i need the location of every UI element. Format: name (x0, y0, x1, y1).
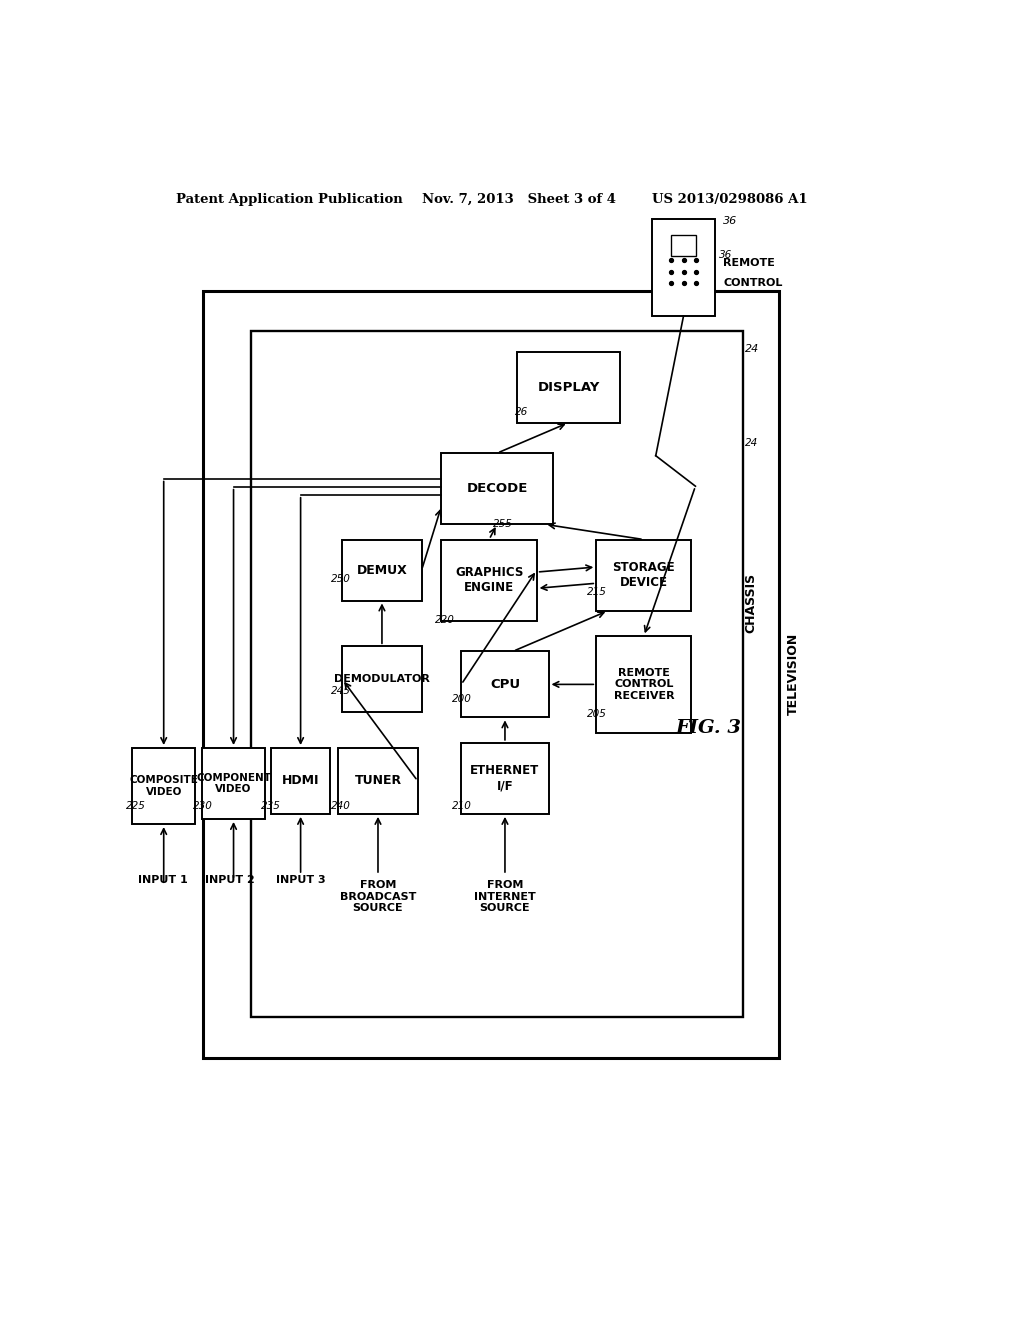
Bar (251, 331, 743, 1018)
Bar (204, 290, 778, 1057)
Bar (517, 351, 621, 422)
Text: 36: 36 (723, 216, 737, 227)
Bar (672, 235, 695, 256)
Text: 240: 240 (331, 801, 351, 810)
Text: 24: 24 (745, 343, 760, 354)
Bar (596, 540, 691, 611)
Text: HDMI: HDMI (282, 775, 319, 788)
Text: Patent Application Publication: Patent Application Publication (176, 193, 402, 206)
Text: REMOTE
CONTROL
RECEIVER: REMOTE CONTROL RECEIVER (613, 668, 674, 701)
Text: COMPONENT
VIDEO: COMPONENT VIDEO (196, 772, 271, 795)
Bar (441, 453, 553, 524)
Bar (342, 647, 422, 713)
Text: DEMUX: DEMUX (356, 564, 408, 577)
Bar (461, 743, 549, 814)
Text: COMPOSITE
VIDEO: COMPOSITE VIDEO (129, 775, 199, 797)
Text: 210: 210 (452, 801, 472, 810)
Bar (132, 748, 196, 824)
Text: 24: 24 (745, 438, 759, 447)
Text: ETHERNET
I/F: ETHERNET I/F (470, 764, 540, 792)
Text: CONTROL: CONTROL (723, 279, 782, 288)
Text: FROM
BROADCAST
SOURCE: FROM BROADCAST SOURCE (340, 880, 416, 913)
Text: 250: 250 (331, 574, 351, 585)
Text: 26: 26 (514, 407, 527, 417)
Text: STORAGE
DEVICE: STORAGE DEVICE (612, 561, 675, 589)
Text: INPUT 1: INPUT 1 (138, 875, 187, 884)
Text: 36: 36 (719, 249, 732, 260)
Text: 245: 245 (331, 686, 351, 696)
Text: 220: 220 (435, 615, 455, 624)
Text: DISPLAY: DISPLAY (538, 380, 600, 393)
Text: GRAPHICS
ENGINE: GRAPHICS ENGINE (455, 566, 523, 594)
Text: TUNER: TUNER (354, 775, 401, 788)
Text: FIG. 3: FIG. 3 (676, 718, 741, 737)
Text: 215: 215 (587, 587, 606, 598)
Text: 225: 225 (126, 801, 145, 810)
Text: INPUT 2: INPUT 2 (206, 875, 255, 884)
Bar (596, 636, 691, 733)
Bar (461, 651, 549, 718)
Text: 235: 235 (261, 801, 282, 810)
Text: REMOTE: REMOTE (723, 257, 775, 268)
Text: 230: 230 (194, 801, 213, 810)
Bar (441, 540, 537, 620)
Text: 200: 200 (452, 694, 472, 704)
Text: 255: 255 (494, 519, 513, 529)
Text: US 2013/0298086 A1: US 2013/0298086 A1 (652, 193, 807, 206)
Text: 205: 205 (587, 709, 606, 719)
Text: CPU: CPU (489, 678, 520, 690)
Text: INPUT 3: INPUT 3 (276, 875, 326, 884)
Bar (270, 748, 331, 814)
Bar (652, 219, 715, 315)
Bar (342, 540, 422, 601)
Bar (202, 748, 265, 818)
Text: CHASSIS: CHASSIS (744, 573, 758, 634)
Text: FROM
INTERNET
SOURCE: FROM INTERNET SOURCE (474, 880, 536, 913)
Bar (338, 748, 418, 814)
Text: TELEVISION: TELEVISION (786, 634, 800, 715)
Text: DEMODULATOR: DEMODULATOR (334, 675, 430, 684)
Text: Nov. 7, 2013   Sheet 3 of 4: Nov. 7, 2013 Sheet 3 of 4 (422, 193, 615, 206)
Text: DECODE: DECODE (466, 482, 527, 495)
